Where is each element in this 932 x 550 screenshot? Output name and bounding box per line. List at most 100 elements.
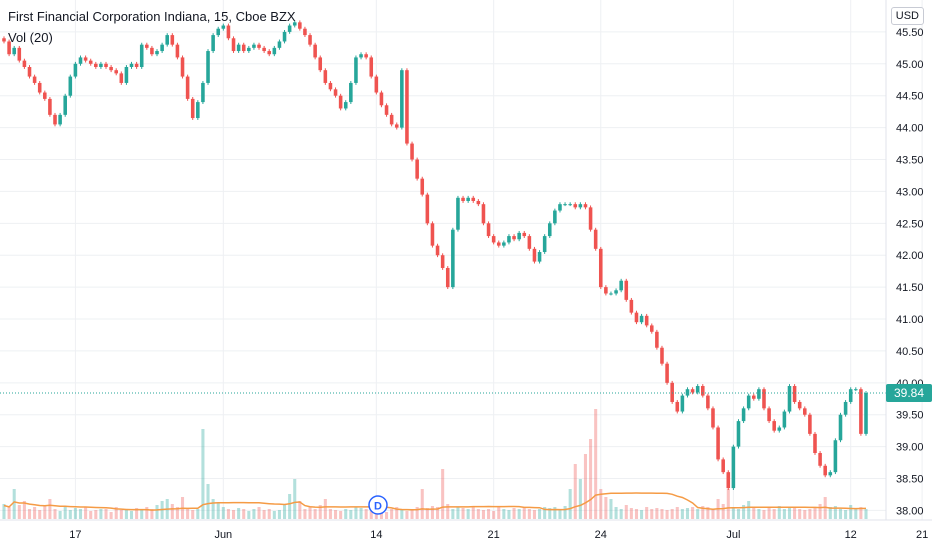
candle-body	[593, 229, 598, 249]
candle-body	[185, 76, 190, 99]
candle-body	[711, 408, 715, 428]
candle-body	[649, 325, 654, 332]
candle-body	[808, 414, 812, 434]
volume-bar	[634, 509, 639, 519]
price-tick-label: 43.50	[896, 155, 924, 167]
volume-bars	[2, 409, 868, 519]
volume-indicator-label[interactable]: Vol (20)	[8, 30, 53, 45]
price-tick-label: 40.50	[896, 346, 924, 358]
volume-bar	[170, 504, 174, 519]
volume-bar	[420, 489, 424, 519]
volume-bar	[109, 512, 113, 519]
candle-body	[736, 421, 741, 447]
volume-bar	[201, 429, 205, 519]
volume-bar	[308, 507, 312, 519]
candle-body	[532, 248, 537, 262]
candle-body	[119, 73, 124, 83]
volume-bar	[563, 506, 567, 519]
volume-bar	[711, 509, 715, 519]
volume-bar	[191, 510, 195, 519]
candle-body	[813, 433, 817, 454]
event-marker-label[interactable]: D	[374, 501, 382, 513]
volume-bar	[334, 510, 338, 519]
symbol-title[interactable]: First Financial Corporation Indiana, 15,…	[8, 9, 296, 24]
volume-bar	[456, 507, 460, 519]
candle-body	[2, 38, 6, 42]
candle-body	[803, 408, 807, 415]
volume-bar	[252, 509, 256, 519]
volume-bar	[650, 509, 654, 519]
event-marker-circle[interactable]	[368, 495, 388, 515]
volume-bar	[211, 499, 215, 519]
candle-body	[588, 207, 593, 230]
volume-bar	[701, 506, 705, 519]
candle-body	[420, 178, 425, 195]
volume-bar	[349, 510, 353, 519]
candle-body	[12, 47, 16, 55]
candle-body	[400, 70, 404, 128]
currency-button[interactable]: USD	[890, 7, 924, 25]
volume-bar	[359, 508, 363, 519]
dividend-event-marker[interactable]: D	[368, 495, 388, 515]
volume-bar	[354, 507, 358, 519]
candle-body	[721, 459, 725, 473]
candle-body	[690, 389, 695, 393]
candle-body	[83, 57, 88, 61]
volume-bar	[864, 509, 868, 519]
price-axis: 38.0038.5039.0039.5040.0040.5041.0041.50…	[896, 27, 924, 518]
candle-body	[303, 28, 307, 36]
volume-bar	[175, 507, 179, 519]
candle-body	[43, 92, 47, 99]
volume-bar	[461, 508, 465, 519]
price-tick-label: 39.00	[896, 442, 924, 454]
candle-body	[359, 54, 363, 58]
volume-bar	[43, 506, 47, 519]
volume-bar	[247, 511, 251, 519]
volume-bar	[609, 499, 613, 519]
candle-body	[241, 44, 246, 52]
candle-body	[517, 232, 521, 240]
volume-bar	[849, 505, 853, 519]
candle-body	[578, 204, 583, 208]
volume-bar	[425, 508, 429, 519]
candle-body	[527, 236, 532, 249]
candle-body	[415, 159, 419, 179]
candle-body	[471, 197, 476, 201]
candle-body	[854, 389, 858, 391]
volume-bar	[364, 509, 368, 519]
price-tick-label: 44.50	[896, 91, 924, 103]
time-tick-label: 14	[370, 529, 382, 541]
candle-body	[180, 57, 185, 77]
volume-bar	[706, 507, 710, 519]
volume-bar	[283, 504, 287, 519]
candle-body	[558, 204, 562, 211]
candle-body	[68, 76, 73, 96]
candle-body	[410, 143, 414, 160]
candle-body	[155, 51, 159, 55]
candle-body	[369, 57, 374, 77]
candle-body	[343, 102, 348, 109]
candle-body	[323, 70, 328, 83]
volume-bar	[451, 509, 455, 519]
volume-bar	[186, 509, 190, 519]
candle-body	[476, 200, 481, 205]
candle-body	[88, 60, 93, 64]
candle-body	[568, 204, 572, 206]
candle-body	[328, 82, 333, 90]
candle-body	[226, 25, 231, 39]
candle-body	[145, 44, 149, 48]
candle-body	[124, 66, 129, 83]
candle-body	[655, 331, 659, 348]
candle-body	[833, 440, 838, 473]
candle-body	[573, 204, 578, 208]
volume-bar	[614, 507, 618, 519]
candle-body	[287, 25, 292, 32]
candle-body	[394, 124, 399, 128]
volume-bar	[124, 509, 128, 519]
volume-bar	[589, 439, 593, 519]
candle-body	[27, 66, 32, 77]
volume-bar	[436, 507, 440, 519]
candle-body	[384, 105, 389, 115]
volume-bar	[385, 512, 389, 519]
